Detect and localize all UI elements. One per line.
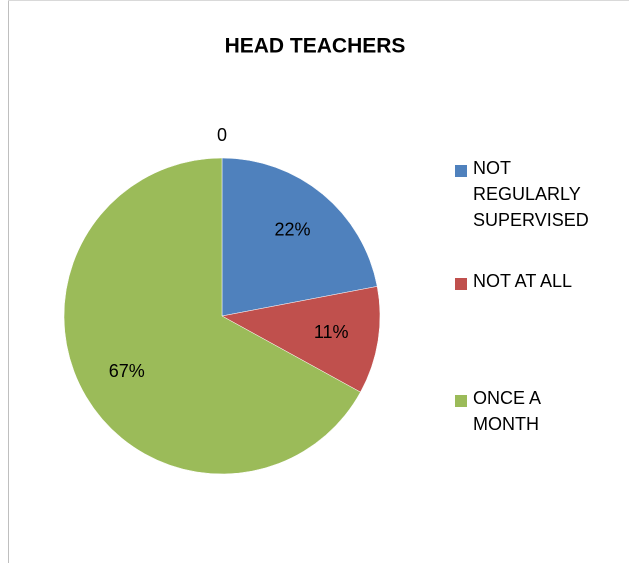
legend-item: NOT AT ALL <box>455 271 603 294</box>
legend-item: NOT REGULARLY SUPERVISED <box>455 158 603 233</box>
chart-title: HEAD TEACHERS <box>225 35 406 58</box>
data-label: 11% <box>314 322 349 342</box>
legend-swatch <box>455 395 467 407</box>
legend-swatch <box>455 278 467 290</box>
data-label: 67% <box>109 361 145 381</box>
legend-label: NOT AT ALL <box>473 271 573 291</box>
data-label: 0 <box>217 125 227 145</box>
legend-label: NOT REGULARLY SUPERVISED <box>473 158 589 230</box>
pie-slice <box>221 157 378 317</box>
legend-label: ONCE A MONTH <box>473 388 541 434</box>
data-label: 22% <box>274 220 310 240</box>
legend-swatch <box>455 165 467 177</box>
pie-slice <box>63 157 361 475</box>
pie-slice <box>221 286 381 393</box>
legend-item: ONCE A MONTH <box>455 388 603 437</box>
